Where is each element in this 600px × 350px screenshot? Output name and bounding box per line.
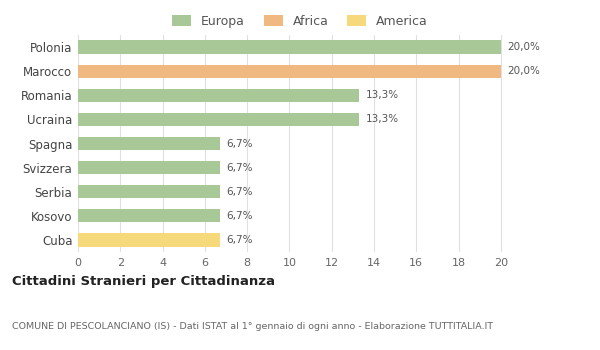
- Text: 13,3%: 13,3%: [365, 114, 398, 124]
- Bar: [78, 89, 359, 102]
- Bar: [78, 209, 220, 223]
- Text: 6,7%: 6,7%: [226, 139, 253, 148]
- Text: 6,7%: 6,7%: [226, 211, 253, 221]
- Bar: [78, 161, 220, 174]
- Bar: [78, 233, 220, 246]
- Bar: [78, 41, 501, 54]
- Legend: Europa, Africa, America: Europa, Africa, America: [167, 10, 433, 33]
- Text: 6,7%: 6,7%: [226, 235, 253, 245]
- Text: COMUNE DI PESCOLANCIANO (IS) - Dati ISTAT al 1° gennaio di ogni anno - Elaborazi: COMUNE DI PESCOLANCIANO (IS) - Dati ISTA…: [12, 322, 493, 331]
- Text: 13,3%: 13,3%: [365, 90, 398, 100]
- Bar: [78, 113, 359, 126]
- Text: 20,0%: 20,0%: [507, 42, 540, 52]
- Text: Cittadini Stranieri per Cittadinanza: Cittadini Stranieri per Cittadinanza: [12, 275, 275, 288]
- Text: 20,0%: 20,0%: [507, 66, 540, 76]
- Bar: [78, 185, 220, 198]
- Bar: [78, 64, 501, 78]
- Text: 6,7%: 6,7%: [226, 163, 253, 173]
- Bar: [78, 137, 220, 150]
- Text: 6,7%: 6,7%: [226, 187, 253, 197]
